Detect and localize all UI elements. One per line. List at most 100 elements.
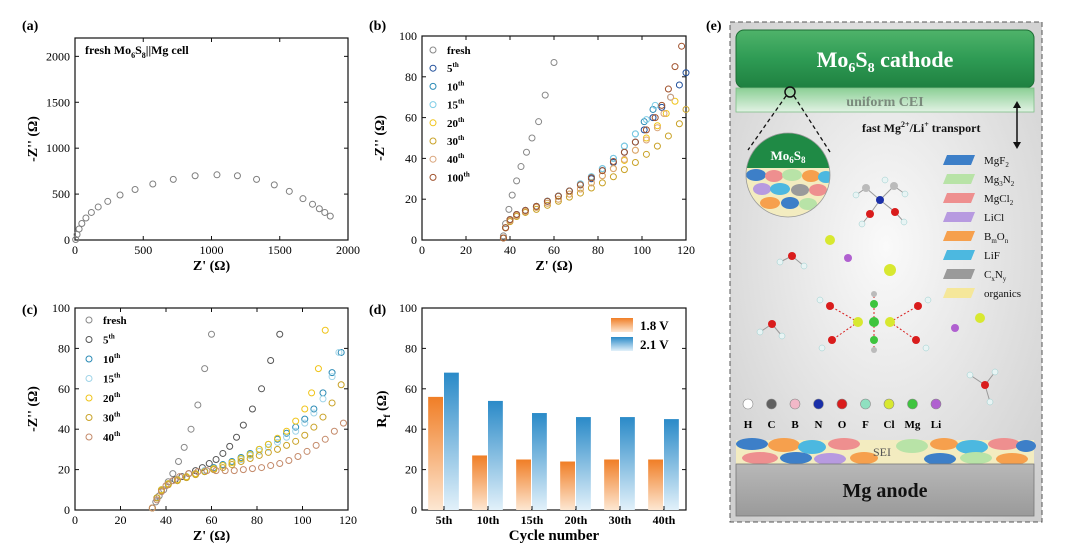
data-point bbox=[543, 199, 551, 207]
y-tick-label: 0 bbox=[411, 503, 417, 517]
data-point bbox=[205, 460, 213, 468]
legend-marker bbox=[429, 64, 437, 72]
anode-block bbox=[735, 463, 1035, 517]
cathode-label-tail: cathode bbox=[875, 47, 954, 72]
data-point bbox=[671, 97, 679, 105]
x-tick-label: 100 bbox=[633, 243, 651, 257]
data-point bbox=[319, 389, 327, 397]
cei-label: uniform CEI bbox=[846, 95, 923, 110]
data-point bbox=[631, 138, 639, 146]
legend-label: 2.1 V bbox=[640, 337, 669, 352]
data-point bbox=[649, 114, 657, 122]
legend-label-2: MgCl2 bbox=[984, 193, 1014, 207]
legend-label: 30th bbox=[447, 134, 464, 148]
data-point bbox=[587, 174, 595, 182]
data-point bbox=[576, 185, 584, 193]
y-tick-label: 60 bbox=[58, 382, 70, 396]
data-point bbox=[228, 461, 236, 469]
data-point bbox=[319, 413, 327, 421]
atom-C-icon bbox=[766, 398, 777, 410]
sei-layer bbox=[736, 438, 1036, 465]
legend-label-main: 40 bbox=[447, 154, 459, 166]
data-point bbox=[554, 197, 562, 205]
data-point bbox=[675, 81, 683, 89]
data-point bbox=[187, 425, 195, 433]
legend-label: 10th bbox=[103, 352, 120, 366]
data-point bbox=[264, 440, 272, 448]
data-point bbox=[642, 116, 650, 124]
data-point bbox=[219, 449, 227, 457]
data-point bbox=[640, 118, 648, 126]
data-point bbox=[157, 488, 165, 496]
legend-main: Mg bbox=[984, 174, 1000, 186]
atom-Li-icon bbox=[930, 398, 942, 410]
x-tick-label: 0 bbox=[419, 243, 425, 257]
y-tick-label: 80 bbox=[405, 70, 417, 84]
zoom-label-main: Mo bbox=[770, 148, 789, 163]
data-point bbox=[264, 448, 272, 456]
zoom-marker-circle bbox=[784, 86, 796, 98]
legend-main: LiF bbox=[984, 250, 1000, 262]
atom-label: F bbox=[862, 419, 869, 431]
panel-label-c: (c) bbox=[22, 303, 38, 318]
legend-label-3: LiCl bbox=[984, 212, 1004, 224]
x-tick-label: 40 bbox=[504, 243, 516, 257]
legend-marker bbox=[429, 155, 437, 163]
legend-marker bbox=[85, 336, 93, 343]
data-point bbox=[335, 348, 343, 356]
x-tick-label: 500 bbox=[134, 243, 152, 257]
data-point bbox=[502, 224, 510, 232]
legend-label-main: 5 bbox=[447, 63, 453, 75]
x-tick-label: 10th bbox=[477, 513, 500, 527]
legend-label-1: Mg3N2 bbox=[984, 174, 1015, 188]
legend-label: 40th bbox=[103, 430, 120, 444]
data-point bbox=[678, 42, 686, 50]
data-point bbox=[505, 205, 513, 213]
atom-O-icon bbox=[836, 398, 848, 410]
data-point bbox=[543, 201, 551, 209]
bar-2.1V-15th bbox=[532, 413, 547, 510]
panel-label-e: (e) bbox=[706, 19, 722, 34]
series-15 bbox=[499, 101, 659, 242]
y-axis-label: -Z'' (Ω) bbox=[26, 386, 41, 432]
x-tick-label: 80 bbox=[251, 513, 263, 527]
data-point bbox=[212, 456, 220, 463]
data-point bbox=[270, 181, 278, 189]
legend-label: fresh bbox=[447, 45, 471, 57]
data-point bbox=[292, 437, 300, 445]
data-point bbox=[642, 134, 650, 142]
data-point bbox=[328, 399, 336, 407]
solvent-molecule-2-icon bbox=[756, 320, 786, 340]
legend-marker bbox=[429, 82, 437, 90]
data-point bbox=[499, 232, 507, 240]
data-point bbox=[653, 122, 661, 130]
series-40 bbox=[499, 93, 675, 242]
x-tick-label: 0 bbox=[72, 513, 78, 527]
data-point bbox=[267, 462, 275, 470]
legend-swatch-2 bbox=[943, 193, 975, 203]
data-point bbox=[631, 158, 639, 166]
data-point bbox=[321, 208, 329, 216]
data-point bbox=[194, 468, 202, 476]
data-point bbox=[228, 459, 236, 467]
data-point bbox=[642, 136, 650, 144]
legend-label-main: fresh bbox=[103, 315, 127, 327]
data-point bbox=[554, 195, 562, 203]
x-axis-label: Z' (Ω) bbox=[193, 529, 231, 544]
legend-mid: N bbox=[995, 269, 1003, 281]
data-point bbox=[94, 203, 102, 211]
series-100 bbox=[499, 42, 686, 242]
y-axis-label: -Z'' (Ω) bbox=[373, 115, 388, 161]
x-tick-label: 60 bbox=[206, 513, 218, 527]
data-point bbox=[640, 126, 648, 134]
transport-pre: fast Mg bbox=[862, 121, 901, 135]
x-tick-label: 80 bbox=[592, 243, 604, 257]
data-point bbox=[312, 441, 320, 449]
legend-label: 15th bbox=[103, 372, 120, 386]
data-point bbox=[253, 175, 261, 183]
data-point bbox=[631, 130, 639, 138]
cathode-label-sub1: 6 bbox=[848, 61, 855, 76]
data-point bbox=[319, 395, 327, 403]
series-10 bbox=[499, 105, 657, 242]
data-point bbox=[258, 385, 266, 393]
